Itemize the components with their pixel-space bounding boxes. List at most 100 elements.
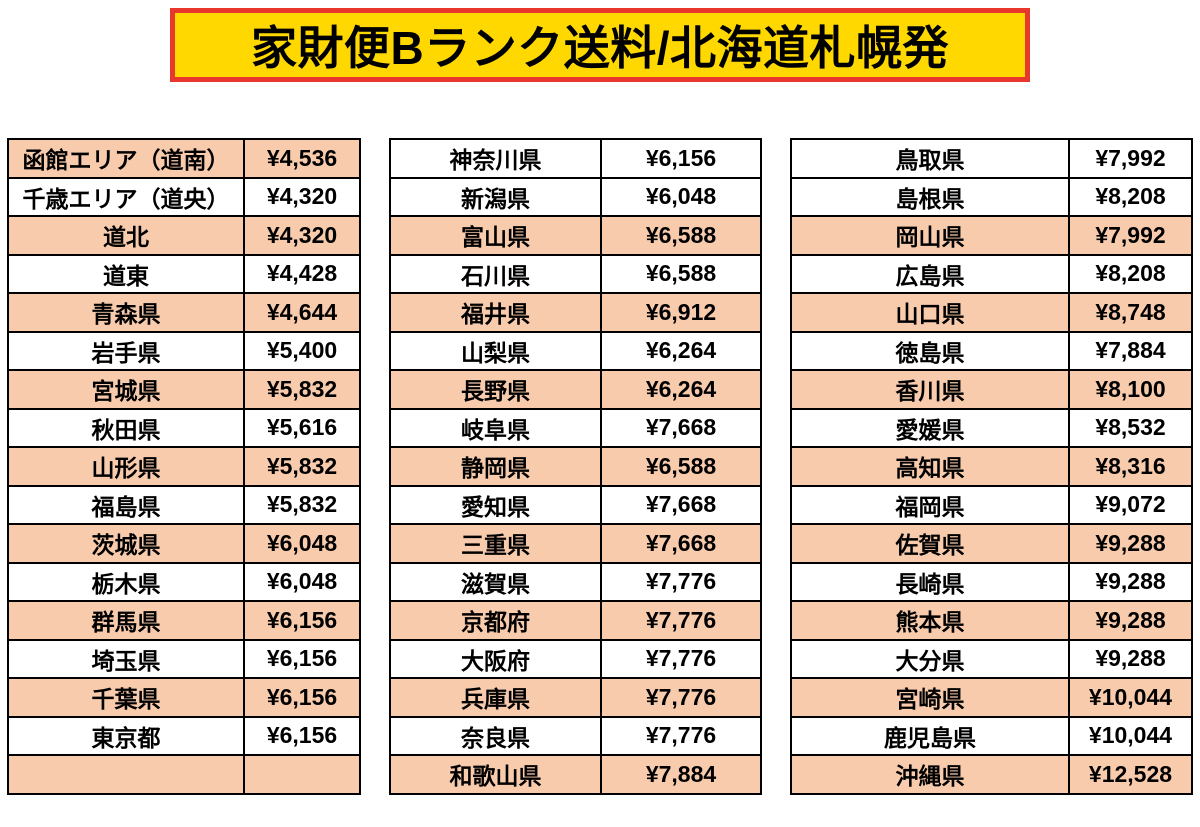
price-cell: ¥6,912: [600, 292, 762, 333]
table-row: 群馬県 ¥6,156: [7, 600, 361, 641]
region-cell: 大阪府: [389, 638, 602, 679]
price-cell: ¥12,528: [1068, 754, 1193, 795]
region-cell: 道東: [7, 253, 245, 294]
table-row: 香川県 ¥8,100: [790, 369, 1193, 410]
table-row: 道東 ¥4,428: [7, 253, 361, 294]
price-cell: ¥9,288: [1068, 638, 1193, 679]
table-row: 沖縄県 ¥12,528: [790, 754, 1193, 795]
table-row: 三重県 ¥7,668: [389, 523, 762, 564]
region-cell: 函館エリア（道南）: [7, 138, 245, 179]
price-cell: ¥6,156: [600, 138, 762, 179]
region-cell: 青森県: [7, 292, 245, 333]
price-cell: ¥10,044: [1068, 715, 1193, 756]
table-row: 千葉県 ¥6,156: [7, 677, 361, 718]
table-row: 宮城県 ¥5,832: [7, 369, 361, 410]
region-cell: 愛媛県: [790, 407, 1070, 448]
table-row: 愛媛県 ¥8,532: [790, 407, 1193, 448]
region-cell: 高知県: [790, 446, 1070, 487]
region-cell: 新潟県: [389, 176, 602, 217]
price-cell: ¥8,748: [1068, 292, 1193, 333]
price-cell: ¥6,588: [600, 446, 762, 487]
table-row: 広島県 ¥8,208: [790, 253, 1193, 294]
price-cell: ¥9,288: [1068, 561, 1193, 602]
price-cell: ¥8,208: [1068, 253, 1193, 294]
region-cell: 奈良県: [389, 715, 602, 756]
fee-table-chubu-kansai: 神奈川県 ¥6,156 新潟県 ¥6,048 富山県 ¥6,588 石川県 ¥6,588 福井県…: [389, 138, 762, 795]
price-cell: ¥7,884: [600, 754, 762, 795]
table-row: 栃木県 ¥6,048: [7, 561, 361, 602]
table-row: 千歳エリア（道央） ¥4,320: [7, 176, 361, 217]
table-row: 徳島県 ¥7,884: [790, 330, 1193, 371]
fee-tables-container: 函館エリア（道南） ¥4,536 千歳エリア（道央） ¥4,320 道北 ¥4,320 道東…: [7, 138, 1193, 795]
price-cell: ¥7,776: [600, 715, 762, 756]
table-row: 富山県 ¥6,588: [389, 215, 762, 256]
price-cell: ¥4,644: [243, 292, 361, 333]
region-cell: 宮崎県: [790, 677, 1070, 718]
table-row: 山口県 ¥8,748: [790, 292, 1193, 333]
table-row: 愛知県 ¥7,668: [389, 484, 762, 525]
table-row: 兵庫県 ¥7,776: [389, 677, 762, 718]
table-row: 長野県 ¥6,264: [389, 369, 762, 410]
region-cell: [7, 754, 245, 795]
region-cell: 沖縄県: [790, 754, 1070, 795]
region-cell: 徳島県: [790, 330, 1070, 371]
table-row: 福島県 ¥5,832: [7, 484, 361, 525]
region-cell: 茨城県: [7, 523, 245, 564]
region-cell: 福岡県: [790, 484, 1070, 525]
price-cell: ¥8,316: [1068, 446, 1193, 487]
price-cell: ¥6,156: [243, 600, 361, 641]
table-row: 東京都 ¥6,156: [7, 715, 361, 756]
region-cell: 岩手県: [7, 330, 245, 371]
table-row: 島根県 ¥8,208: [790, 176, 1193, 217]
table-row: 道北 ¥4,320: [7, 215, 361, 256]
region-cell: 和歌山県: [389, 754, 602, 795]
region-cell: 香川県: [790, 369, 1070, 410]
region-cell: 道北: [7, 215, 245, 256]
price-cell: [243, 754, 361, 795]
table-row: [7, 754, 361, 795]
region-cell: 兵庫県: [389, 677, 602, 718]
price-cell: ¥6,048: [243, 561, 361, 602]
table-row: 山形県 ¥5,832: [7, 446, 361, 487]
price-cell: ¥8,208: [1068, 176, 1193, 217]
region-cell: 埼玉県: [7, 638, 245, 679]
table-row: 埼玉県 ¥6,156: [7, 638, 361, 679]
table-row: 福井県 ¥6,912: [389, 292, 762, 333]
region-cell: 岡山県: [790, 215, 1070, 256]
region-cell: 群馬県: [7, 600, 245, 641]
price-cell: ¥6,048: [600, 176, 762, 217]
price-cell: ¥9,288: [1068, 523, 1193, 564]
table-row: 岐阜県 ¥7,668: [389, 407, 762, 448]
region-cell: 三重県: [389, 523, 602, 564]
price-cell: ¥7,668: [600, 484, 762, 525]
price-cell: ¥7,992: [1068, 138, 1193, 179]
price-cell: ¥7,776: [600, 677, 762, 718]
region-cell: 広島県: [790, 253, 1070, 294]
fee-table-hokkaido-tohoku-kanto: 函館エリア（道南） ¥4,536 千歳エリア（道央） ¥4,320 道北 ¥4,320 道東…: [7, 138, 361, 795]
region-cell: 福島県: [7, 484, 245, 525]
table-row: 福岡県 ¥9,072: [790, 484, 1193, 525]
price-cell: ¥6,156: [243, 677, 361, 718]
price-cell: ¥7,884: [1068, 330, 1193, 371]
price-cell: ¥5,832: [243, 446, 361, 487]
region-cell: 福井県: [389, 292, 602, 333]
table-row: 石川県 ¥6,588: [389, 253, 762, 294]
region-cell: 長崎県: [790, 561, 1070, 602]
region-cell: 秋田県: [7, 407, 245, 448]
region-cell: 熊本県: [790, 600, 1070, 641]
price-cell: ¥5,400: [243, 330, 361, 371]
price-cell: ¥7,776: [600, 638, 762, 679]
table-row: 岩手県 ¥5,400: [7, 330, 361, 371]
region-cell: 千歳エリア（道央）: [7, 176, 245, 217]
region-cell: 岐阜県: [389, 407, 602, 448]
region-cell: 千葉県: [7, 677, 245, 718]
table-row: 青森県 ¥4,644: [7, 292, 361, 333]
table-row: 大阪府 ¥7,776: [389, 638, 762, 679]
price-cell: ¥7,668: [600, 523, 762, 564]
table-row: 神奈川県 ¥6,156: [389, 138, 762, 179]
price-cell: ¥8,532: [1068, 407, 1193, 448]
region-cell: 石川県: [389, 253, 602, 294]
price-cell: ¥9,288: [1068, 600, 1193, 641]
region-cell: 神奈川県: [389, 138, 602, 179]
price-cell: ¥4,320: [243, 215, 361, 256]
